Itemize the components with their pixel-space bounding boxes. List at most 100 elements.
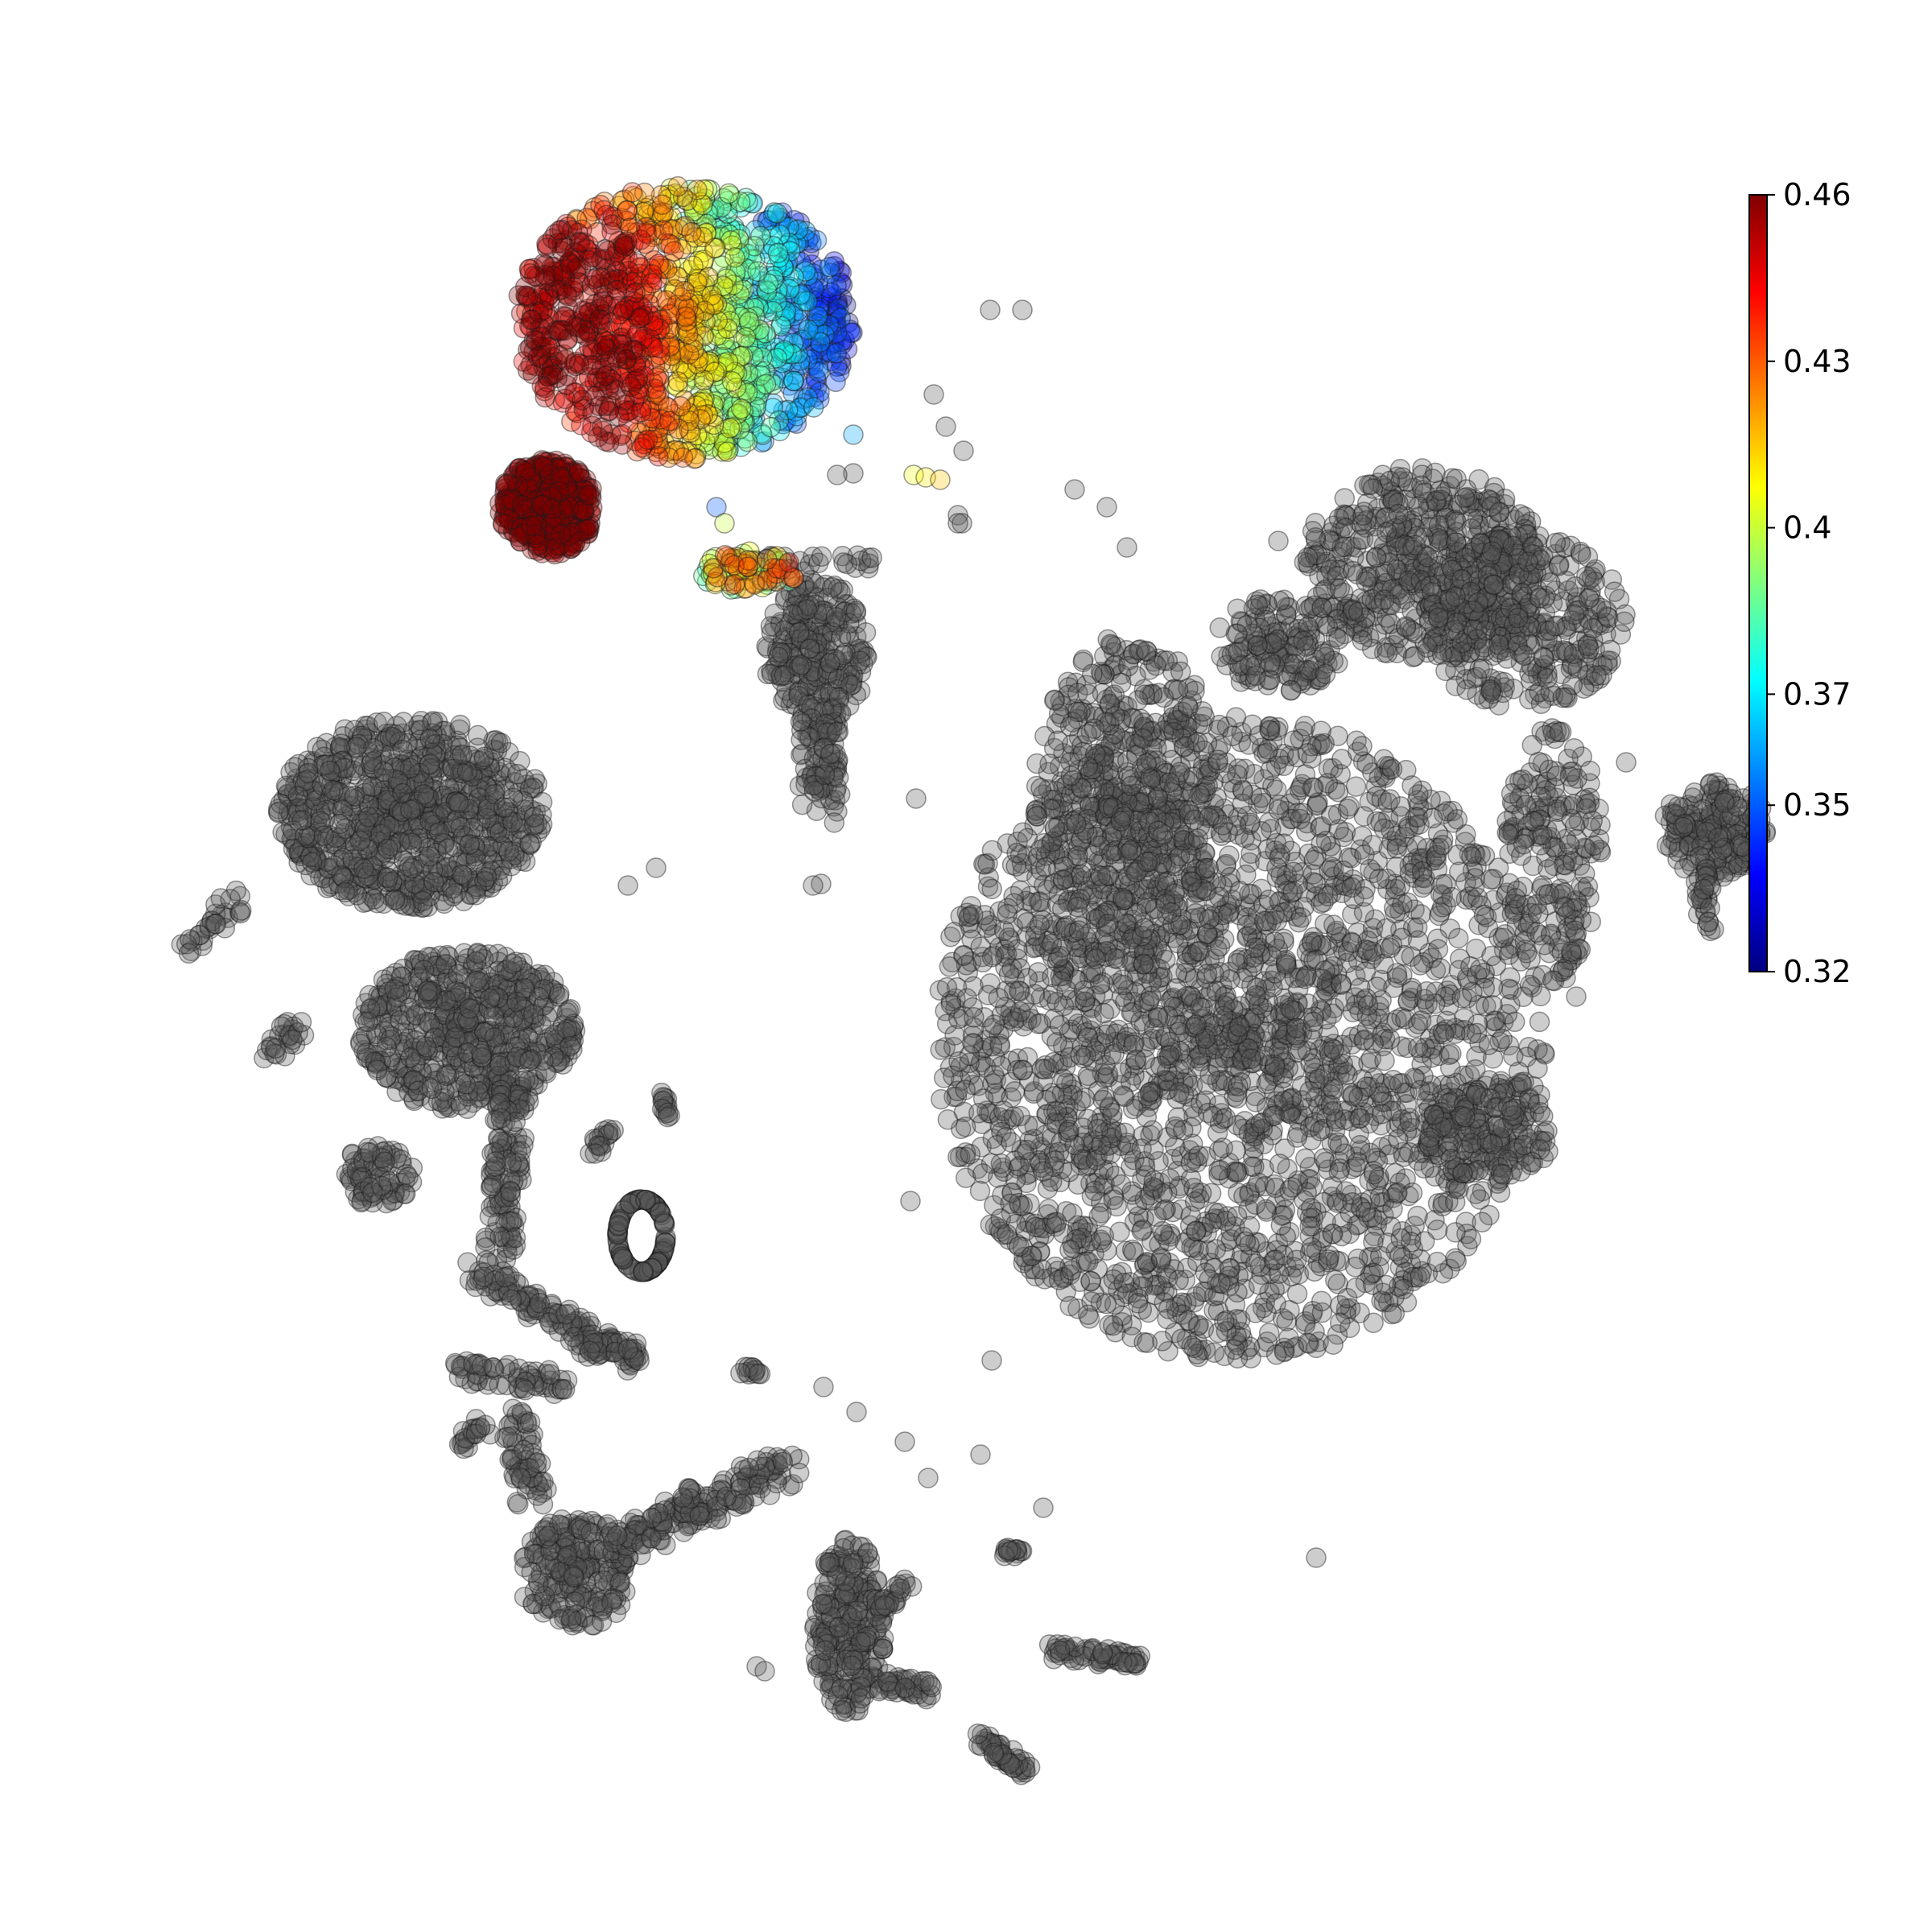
grey-point [1219,961,1241,983]
grey-point [1059,1256,1080,1277]
grey-point [1113,974,1133,996]
grey-point [1114,1122,1136,1144]
grey-point [1434,1023,1455,1045]
grey-point [1318,1249,1340,1270]
grey-point [855,621,877,643]
grey-point [1158,772,1180,793]
grey-point [1257,739,1279,760]
grey-point [1075,986,1096,1008]
grey-point [1693,878,1715,900]
grey-point [1084,985,1106,1007]
grey-point [1093,789,1114,810]
grey-point [1260,760,1281,781]
grey-point [1345,965,1366,986]
grey-point [972,1163,993,1184]
grey-point [1077,1304,1099,1325]
grey-point [1208,1160,1229,1181]
grey-point [1001,854,1023,876]
grey-point [1559,766,1580,787]
grey-point [1179,1312,1201,1334]
grey-point [1251,820,1272,842]
grey-point [1412,799,1433,821]
grey-point [1387,1182,1408,1203]
grey-point [1390,1228,1411,1249]
grey-point [1256,1021,1277,1042]
grey-point [1182,835,1203,856]
grey-point [1508,607,1529,629]
grey-point [1389,1073,1410,1094]
grey-point [1169,845,1191,867]
grey-point [1178,1086,1199,1107]
grey-point [1357,995,1379,1016]
grey-point [1198,1240,1219,1261]
grey-point [1501,1100,1522,1121]
grey-point [1283,730,1304,751]
grey-point [760,616,782,637]
grey-point [1096,1293,1117,1315]
grey-point [1323,914,1344,935]
grey-point [1513,645,1535,667]
grey-point [1051,822,1072,844]
grey-point [1177,865,1199,886]
grey-point [990,1208,1011,1229]
grey-point [1388,503,1409,525]
grey-point [1446,612,1468,634]
grey-point [1439,1057,1461,1079]
grey-point [1331,1225,1352,1247]
grey-point [1278,1327,1299,1348]
grey-point [1104,705,1125,727]
grey-point [1009,1105,1031,1127]
grey-point [1168,1269,1189,1291]
grey-point [1049,1015,1071,1036]
grey-point [1214,1311,1235,1332]
grey-point [1123,1241,1144,1262]
grey-point [1423,1104,1444,1125]
grey-point [1059,1119,1080,1141]
grey-point [1552,687,1573,708]
grey-point [1345,1278,1367,1298]
grey-point [1100,634,1121,654]
grey-point [1286,1335,1307,1357]
grey-point [1245,1253,1266,1274]
grey-point [1199,909,1220,930]
grey-point [1407,930,1429,952]
grey-point [981,840,1003,861]
grey-point [1072,1215,1094,1236]
grey-point [1137,960,1158,982]
grey-point [1147,1007,1169,1028]
grey-point [974,854,996,875]
grey-point [1428,607,1449,629]
grey-point [774,665,795,686]
grey-point [1084,1282,1104,1303]
grey-point [1527,1058,1548,1080]
grey-point [1155,949,1176,970]
grey-point [1210,1273,1231,1294]
grey-point [832,644,854,666]
grey-point [1402,775,1422,796]
grey-point [1177,1072,1199,1094]
background-clusters [171,299,1777,1785]
grey-point [1127,690,1149,711]
grey-point [1093,1225,1115,1246]
grey-point [1441,886,1463,908]
grey-point [1028,1013,1049,1034]
grey-point [1288,1110,1310,1131]
grey-point [940,993,962,1015]
grey-point [825,606,847,628]
grey-point [955,1080,976,1100]
grey-point [1392,894,1413,915]
grey-point [1234,1110,1256,1132]
grey-point [1462,981,1483,1003]
grey-point [1481,541,1503,562]
grey-point [1419,1127,1440,1148]
grey-point [1348,1087,1369,1108]
grey-point [1095,890,1117,911]
grey-point [1098,1020,1120,1041]
grey-point [1348,1104,1368,1125]
grey-point [1311,720,1331,741]
grey-point [1141,985,1162,1007]
grey-point [1203,1342,1225,1363]
grey-point [1121,840,1141,861]
grey-point [1537,667,1558,689]
grey-point [1465,844,1486,865]
